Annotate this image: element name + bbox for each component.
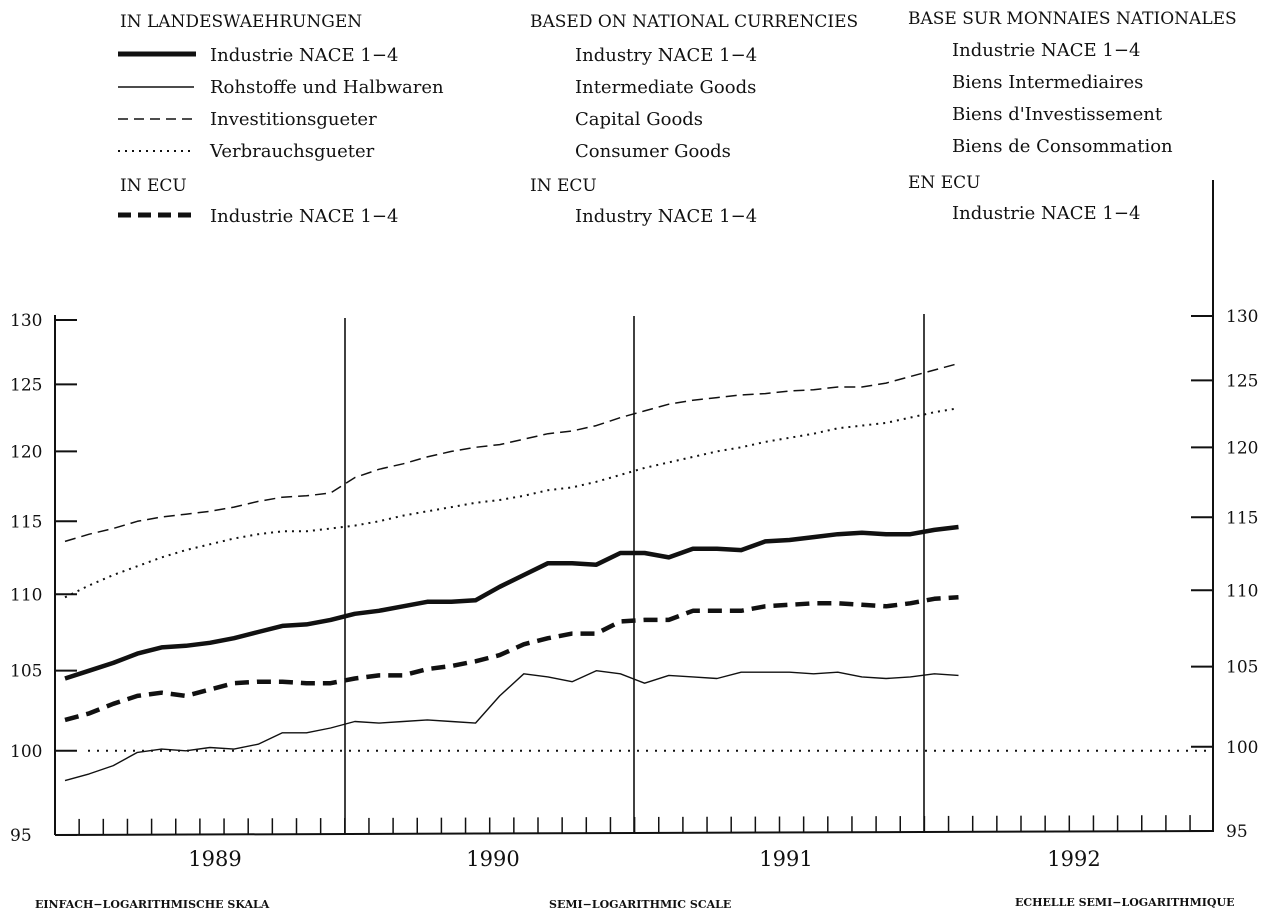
legend-german-ecu-item: Industrie NACE 1−4 bbox=[210, 206, 398, 227]
legend-french-item: Biens Intermediaires bbox=[952, 72, 1143, 93]
axes bbox=[54, 180, 1214, 836]
legend-french-ecu-item: Industrie NACE 1−4 bbox=[952, 203, 1140, 224]
y-tick-label: 110 bbox=[10, 585, 42, 605]
legend-french-item: Biens de Consommation bbox=[952, 136, 1173, 157]
legend-english-item: Intermediate Goods bbox=[575, 77, 756, 98]
series-line-dotted bbox=[64, 407, 959, 599]
y-tick-label: 120 bbox=[1226, 438, 1258, 458]
series-line-thin-solid bbox=[64, 670, 959, 782]
series-line-thick-solid bbox=[64, 524, 959, 681]
legend-french-ecu-header: EN ECU bbox=[908, 173, 980, 193]
y-tick-label: 115 bbox=[1226, 508, 1258, 528]
series-line-thick-dashed bbox=[64, 595, 959, 723]
y-tick-label: 115 bbox=[10, 512, 42, 532]
series-line-dashed bbox=[64, 362, 959, 543]
y-tick-label: 95 bbox=[1226, 822, 1248, 842]
y-tick-label: 125 bbox=[1226, 371, 1258, 391]
series-layer bbox=[64, 362, 959, 782]
footer-left: EINFACH−LOGARITHMISCHE SKALA bbox=[35, 898, 270, 911]
legend-english: BASED ON NATIONAL CURRENCIES Industry NA… bbox=[530, 12, 858, 227]
y-tick-label: 110 bbox=[1226, 581, 1258, 601]
legend-german-item: Verbrauchsgueter bbox=[209, 141, 375, 162]
legend-german-item: Rohstoffe und Halbwaren bbox=[210, 77, 444, 98]
legend-german: IN LANDESWAEHRUNGEN Industrie NACE 1−4 R… bbox=[118, 12, 444, 227]
year-label: 1992 bbox=[1047, 847, 1100, 871]
legend-french: BASE SUR MONNAIES NATIONALES Industrie N… bbox=[908, 9, 1237, 224]
legend-french-header: BASE SUR MONNAIES NATIONALES bbox=[908, 9, 1237, 29]
y-tick-label: 105 bbox=[1226, 658, 1258, 678]
year-label: 1989 bbox=[188, 847, 241, 871]
legend-german-header: IN LANDESWAEHRUNGEN bbox=[120, 12, 362, 32]
footer-center: SEMI−LOGARITHMIC SCALE bbox=[549, 898, 731, 911]
footer: EINFACH−LOGARITHMISCHE SKALA SEMI−LOGARI… bbox=[35, 896, 1234, 911]
legend-english-item: Consumer Goods bbox=[575, 141, 731, 162]
legend-french-item: Industrie NACE 1−4 bbox=[952, 40, 1140, 61]
y-tick-label: 105 bbox=[10, 662, 42, 682]
legend-french-item: Biens d'Investissement bbox=[952, 104, 1163, 125]
legend-english-ecu-item: Industry NACE 1−4 bbox=[575, 206, 757, 227]
y-tick-label: 130 bbox=[10, 311, 42, 331]
legend-english-header: BASED ON NATIONAL CURRENCIES bbox=[530, 12, 858, 32]
legend-german-ecu-header: IN ECU bbox=[120, 176, 187, 196]
y-ticks-right: 95 100 105 110 115 120 125 130 bbox=[1191, 307, 1258, 842]
y-ticks-left: 95 100 105 110 115 120 125 130 bbox=[10, 311, 77, 846]
x-ticks bbox=[78, 815, 1191, 835]
year-labels: 1989 1990 1991 1992 bbox=[188, 847, 1100, 871]
legend-german-item: Industrie NACE 1−4 bbox=[210, 45, 398, 66]
y-tick-label: 120 bbox=[10, 442, 42, 462]
year-label: 1991 bbox=[759, 847, 812, 871]
year-label: 1990 bbox=[466, 847, 519, 871]
legend-english-item: Capital Goods bbox=[575, 109, 703, 130]
y-tick-label: 125 bbox=[10, 375, 42, 395]
footer-right: ECHELLE SEMI−LOGARITHMIQUE bbox=[1015, 896, 1234, 909]
legend-english-ecu-header: IN ECU bbox=[530, 176, 597, 196]
legend-english-item: Industry NACE 1−4 bbox=[575, 45, 757, 66]
legend-german-item: Investitionsgueter bbox=[210, 109, 377, 130]
y-tick-label: 100 bbox=[10, 742, 42, 762]
y-tick-label: 95 bbox=[10, 826, 32, 846]
y-tick-label: 100 bbox=[1226, 738, 1258, 758]
y-tick-label: 130 bbox=[1226, 307, 1258, 327]
